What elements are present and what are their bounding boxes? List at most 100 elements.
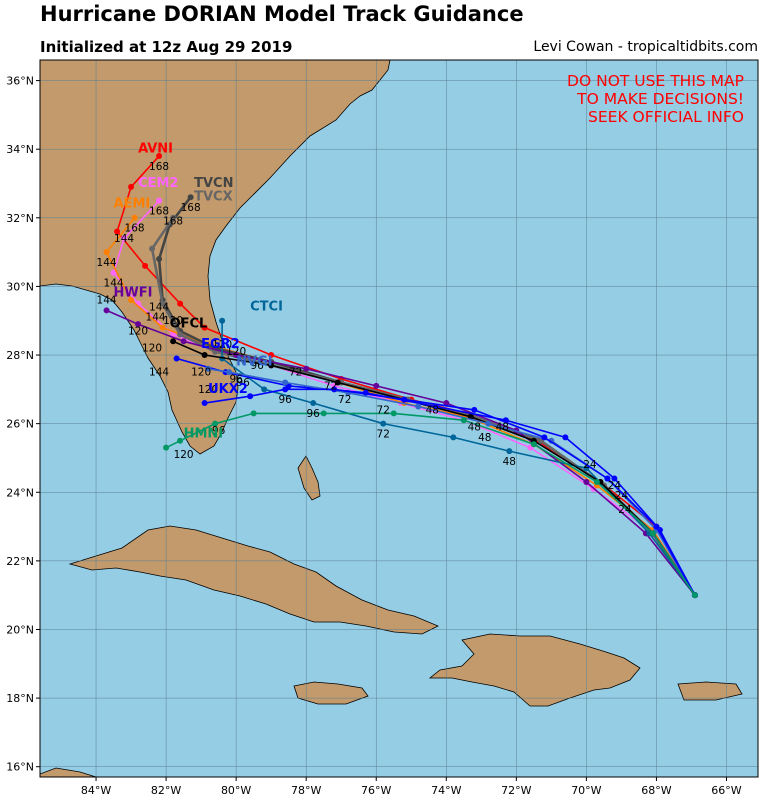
model-label-tvcn: TVCN: [194, 176, 233, 191]
track-point-ctci: [380, 420, 387, 427]
track-point-hmni: [593, 478, 600, 485]
warning-line: DO NOT USE THIS MAP: [567, 72, 744, 90]
forecast-hour-label: 96: [307, 408, 321, 420]
track-point-ukx2: [282, 386, 289, 393]
lon-tick-label: 84°W: [81, 784, 111, 797]
lat-tick-label: 32°N: [6, 212, 34, 225]
lat-tick-label: 20°N: [6, 623, 34, 636]
land-masses: [40, 60, 743, 777]
forecast-hour-label: 24: [615, 490, 629, 502]
track-point-hwfi: [135, 321, 142, 328]
lat-tick-label: 22°N: [6, 555, 34, 568]
initialization-time: Initialized at 12z Aug 29 2019: [40, 38, 293, 56]
forecast-hour-label: 144: [146, 312, 166, 324]
model-label-ukx2: UKX2: [208, 382, 248, 397]
track-line-egr2: [176, 357, 696, 596]
model-tracks: [103, 153, 698, 599]
forecast-hour-label: 24: [608, 480, 622, 492]
track-point-aemi: [103, 249, 110, 256]
track-point-hwfi: [103, 307, 110, 314]
track-point-ctci: [261, 386, 268, 393]
forecast-hour-label: 48: [496, 422, 509, 434]
track-point-cem2: [121, 235, 128, 242]
forecast-hour-label: 168: [149, 205, 169, 217]
track-point-hwfi: [583, 478, 590, 485]
track-point-aemi: [128, 297, 135, 304]
credit-text: Levi Cowan - tropicaltidbits.com: [533, 39, 758, 55]
forecast-hour-label: 48: [468, 422, 481, 434]
lat-tick-label: 26°N: [6, 418, 34, 431]
track-point-avni: [177, 300, 184, 307]
forecast-hour-label: 168: [125, 223, 145, 235]
track-point-ctci: [506, 448, 513, 455]
track-point-ukx2: [471, 406, 478, 413]
track-point-nvgi: [485, 420, 492, 427]
land-north-america: [40, 60, 391, 455]
forecast-hour-label: 48: [478, 432, 491, 444]
track-point-ukx2: [331, 386, 338, 393]
forecast-hour-label: 72: [289, 367, 302, 379]
map-title: Hurricane DORIAN Model Track Guidance: [40, 2, 524, 26]
lon-tick-label: 74°W: [431, 784, 461, 797]
forecast-hour-label: 120: [226, 346, 246, 358]
lon-tick-label: 80°W: [221, 784, 251, 797]
track-point-tvcx: [177, 331, 184, 338]
forecast-hour-label: 144: [104, 277, 124, 289]
warning-line: SEEK OFFICIAL INFO: [588, 108, 744, 126]
forecast-hour-label: 72: [324, 380, 337, 392]
track-point-hmni: [177, 437, 184, 444]
track-point-ctci: [219, 317, 226, 324]
model-label-avni: AVNI: [138, 142, 173, 157]
track-point-nvgi: [282, 379, 289, 386]
track-point-hmni: [163, 444, 170, 451]
warning-line: TO MAKE DECISIONS!: [576, 90, 744, 108]
forecast-hour-label: 96: [229, 373, 243, 385]
track-point-hmni: [649, 530, 656, 537]
track-point-nvgi: [226, 369, 233, 376]
lon-tick-label: 82°W: [151, 784, 181, 797]
track-point-hwfi: [443, 400, 450, 407]
track-point-avni: [142, 262, 149, 269]
track-point-aemi: [159, 324, 166, 331]
land-cuba: [68, 525, 439, 635]
lat-tick-label: 24°N: [6, 486, 34, 499]
track-point-ctci: [583, 465, 590, 472]
track-point-ukx2: [604, 475, 611, 482]
track-point-tvcx: [149, 245, 156, 252]
track-point-nvgi: [415, 403, 422, 410]
track-point-avni: [128, 183, 135, 190]
axis-ticks: 84°W 82°W 80°W 78°W 76°W 74°W 72°W 70°W 68°W 66°W…: [6, 75, 742, 797]
forecast-hour-label: 168: [149, 161, 169, 173]
forecast-hour-label: 48: [503, 456, 516, 468]
forecast-hour-label: 48: [426, 404, 439, 416]
track-point-avni: [156, 153, 163, 160]
track-point-hmni: [250, 410, 257, 417]
track-point-hmni: [530, 441, 537, 448]
track-point-avni: [268, 352, 275, 359]
track-point-cem2: [110, 269, 117, 276]
forecast-hour-label: 144: [114, 233, 134, 245]
model-label-nvgi: NVGI: [236, 354, 272, 369]
track-point-tvcx: [159, 300, 166, 307]
land-jamaica: [293, 681, 369, 705]
track-point-hwfi: [373, 382, 380, 389]
track-point-ofcl: [170, 338, 177, 345]
lon-tick-label: 68°W: [641, 784, 671, 797]
forecast-hour-label: 144: [97, 257, 117, 269]
model-label-tvcx: TVCX: [194, 190, 233, 205]
forecast-hour-label: 96: [278, 394, 292, 406]
track-point-nvgi: [205, 365, 212, 372]
forecast-hour-label: 120: [163, 315, 183, 327]
forecast-hour-label: 24: [618, 504, 632, 516]
forecast-hour-label: 72: [338, 394, 351, 406]
forecast-hour-label: 120: [174, 449, 194, 461]
forecast-hour-label: 144: [149, 301, 169, 313]
forecast-hour-label: 72: [377, 428, 390, 440]
land-yucatan-tip: [40, 767, 97, 777]
model-label-egr2: EGR2: [201, 337, 240, 352]
track-line-nvgi: [207, 368, 696, 596]
